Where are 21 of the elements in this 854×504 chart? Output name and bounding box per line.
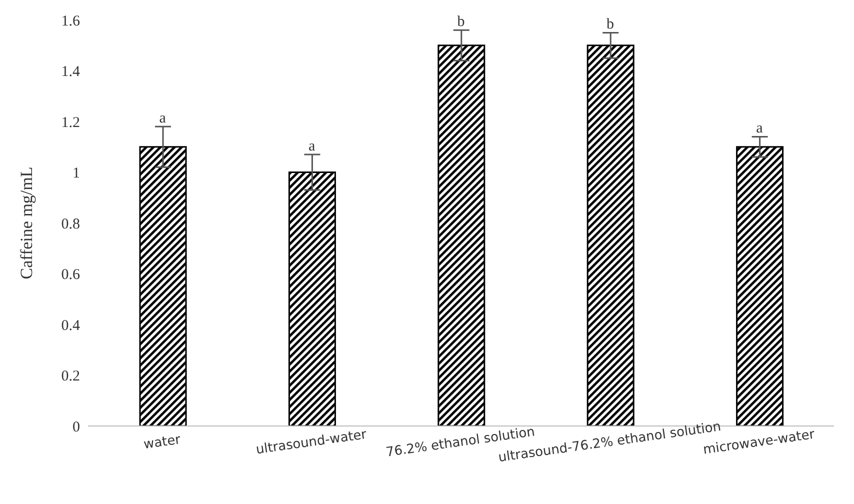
- annotation: a: [308, 138, 316, 154]
- y-tick-label: 0.6: [61, 267, 80, 284]
- y-tick-label: 1: [72, 166, 80, 182]
- y-tick-label: 1.2: [61, 114, 80, 131]
- y-tick-label: 1.6: [61, 13, 80, 30]
- bar: [139, 146, 187, 426]
- bar: [288, 172, 336, 426]
- annotation: a: [159, 110, 166, 127]
- annotation: b: [606, 16, 614, 33]
- y-tick-label: 1.4: [61, 64, 80, 80]
- y-tick-label: 0.8: [61, 216, 80, 232]
- y-tick-label: 0.2: [61, 368, 80, 385]
- y-tick-label: 0.4: [61, 318, 80, 334]
- annotation: a: [756, 120, 764, 137]
- x-tick-label: water: [142, 432, 182, 453]
- y-tick-label: 0: [72, 419, 80, 436]
- y-axis-title: Caffeine mg/mL: [17, 166, 36, 280]
- bar: [736, 146, 784, 426]
- annotation: b: [457, 14, 465, 30]
- bar: [586, 44, 634, 426]
- bar: [438, 44, 486, 426]
